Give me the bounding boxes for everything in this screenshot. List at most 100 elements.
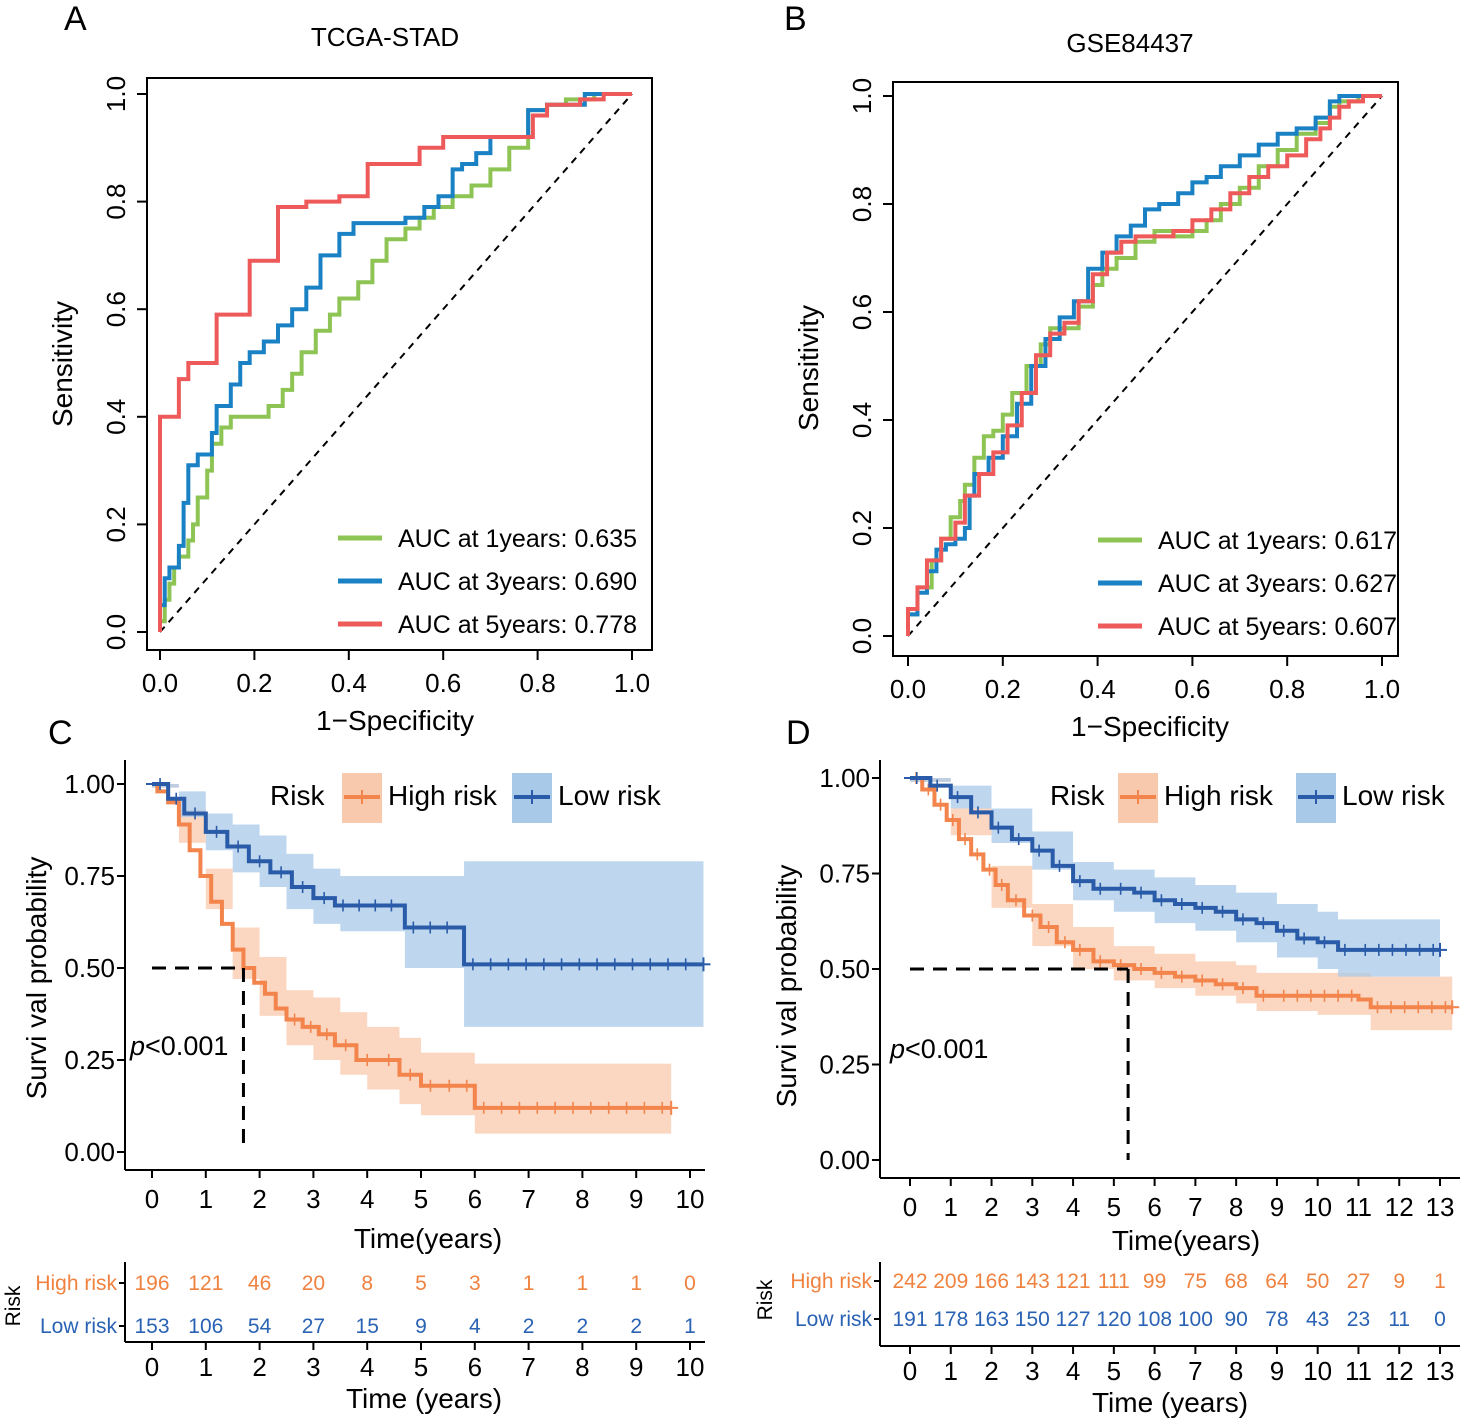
km-d-table-xtick-label: 6 [1147, 1356, 1161, 1386]
km-c-table-value: 46 [248, 1272, 271, 1295]
km-c-table-value: 20 [302, 1272, 325, 1295]
km-c-table-xtick-label: 2 [252, 1352, 266, 1382]
km-d-table-value: 0 [1434, 1308, 1446, 1331]
km-c-ytick-label: 1.00 [64, 769, 115, 799]
km-c-table-value: 27 [302, 1315, 325, 1338]
km-d-table-xtick-label: 7 [1188, 1356, 1202, 1386]
km-c-table-value: 1 [630, 1272, 642, 1295]
km-c-ytick-label: 0.25 [64, 1045, 115, 1075]
km-c-table-value: 1 [577, 1272, 589, 1295]
km-c-table-xtick-label: 9 [629, 1352, 643, 1382]
km-d-ytick-label: 0.00 [819, 1145, 870, 1175]
roc-b-legend-label: AUC at 3years: 0.627 [1158, 570, 1397, 598]
km-d-table-xtick-label: 12 [1385, 1356, 1414, 1386]
roc-a-xtick-label: 0.2 [236, 668, 272, 698]
roc-a-ytick-label: 0.8 [101, 184, 131, 220]
km-c-table-row-label: Low risk [40, 1315, 118, 1338]
km-d-table-value: 178 [933, 1308, 968, 1331]
km-c-table-xtick-label: 0 [145, 1352, 159, 1382]
km-d-censor-marks-2 [904, 772, 1447, 957]
km-d-table-value: 27 [1347, 1270, 1370, 1293]
roc-a-legend-label: AUC at 5years: 0.778 [398, 611, 637, 639]
km-d-table-xlabel: Time (years) [1092, 1387, 1248, 1418]
km-d-table-xtick-label: 4 [1066, 1356, 1080, 1386]
km-d-table-value: 150 [1015, 1308, 1050, 1331]
km-c-table-xtick-label: 7 [521, 1352, 535, 1382]
roc-b-ylabel: Sensitivity [793, 305, 824, 431]
roc-a-curve-2 [158, 92, 632, 632]
km-c-table-xtick-label: 5 [414, 1352, 428, 1382]
roc-b-frame [892, 81, 1399, 657]
km-c-table-value: 1 [523, 1272, 535, 1295]
roc-a-xtick-label: 0.0 [142, 668, 178, 698]
km-d-table-value: 68 [1224, 1270, 1247, 1293]
roc-a-curve-3 [158, 92, 632, 632]
km-d-ytick-label: 0.25 [819, 1050, 870, 1080]
km-d-curve-1 [910, 776, 1453, 1010]
km-d-xtick-label: 8 [1229, 1192, 1243, 1222]
km-c-xtick-label: 0 [145, 1184, 159, 1214]
km-d-xtick-label: 10 [1303, 1192, 1332, 1222]
km-d-table-value: 209 [933, 1270, 968, 1293]
km-d-ytick-label: 1.00 [819, 763, 870, 793]
km-c-ylabel: Survi val probability [21, 857, 52, 1100]
km-d-xtick-label: 9 [1270, 1192, 1284, 1222]
km-d-xlabel: Time(years) [1112, 1225, 1260, 1256]
km-c-table-value: 2 [523, 1315, 535, 1338]
km-c-table-xtick-label: 3 [306, 1352, 320, 1382]
roc-a-legend-label: AUC at 3years: 0.690 [398, 568, 637, 596]
roc-panel-b: GSE84437 0.0 0.2 0.4 0.6 0.8 1.0 0.0 0.2 0.4 0.6 0… [793, 28, 1400, 742]
km-c-table-value: 1 [684, 1315, 696, 1338]
km-d-table-value: 191 [892, 1308, 927, 1331]
roc-a-xtick-label: 1.0 [614, 668, 650, 698]
km-panel-d: 0.000.250.500.751.000 1 2 3 4 5 6 7 8 9 10 11 12 13p<… [754, 760, 1460, 1418]
km-d-table-xtick-label: 3 [1025, 1356, 1039, 1386]
km-c-xtick-label: 7 [521, 1184, 535, 1214]
km-c-legend: Risk High risk Low risk [270, 773, 662, 823]
km-d-table-xtick-label: 2 [984, 1356, 998, 1386]
km-panel-c: 0.000.250.500.751.000 1 2 3 4 5 6 7 8 9 10p<0.001R… [2, 760, 711, 1414]
km-d-xtick-label: 13 [1426, 1192, 1455, 1222]
km-d-table-xtick-label: 13 [1426, 1356, 1455, 1386]
roc-b-ytick-label: 0.4 [847, 402, 877, 438]
km-c-table-value: 121 [188, 1272, 223, 1295]
km-d-curve-2 [910, 776, 1440, 952]
roc-panel-a: TCGA-STAD 0.0 0.2 0.4 0.6 0.8 1.0 0.0 0.2 0.4 0.6… [47, 22, 653, 736]
km-d-table-row-label: Low risk [795, 1308, 873, 1331]
km-d-table-value: 121 [1056, 1270, 1091, 1293]
km-d-table-value: 127 [1056, 1308, 1091, 1331]
km-c-table-xtick-label: 4 [360, 1352, 374, 1382]
km-d-table-value: 43 [1306, 1308, 1329, 1331]
roc-b-ytick-label: 0.8 [847, 186, 877, 222]
roc-b-curve-3 [906, 94, 1382, 636]
roc-b-xlabel: 1−Specificity [1071, 711, 1229, 742]
km-d-pvalue: p<0.001 [889, 1034, 988, 1064]
km-d-xtick-label: 0 [903, 1192, 917, 1222]
km-c-xtick-label: 9 [629, 1184, 643, 1214]
km-d-table-xtick-label: 9 [1270, 1356, 1284, 1386]
km-c-legend-label: Low risk [558, 780, 662, 811]
km-c-band-2 [152, 784, 704, 1027]
roc-b-legend-label: AUC at 1years: 0.617 [1158, 527, 1397, 555]
km-d-table-value: 100 [1178, 1308, 1213, 1331]
km-d-legend: Risk High risk Low risk [1050, 773, 1446, 823]
km-c-table-value: 8 [361, 1272, 373, 1295]
km-d-table-value: 23 [1347, 1308, 1370, 1331]
km-d-table-value: 75 [1184, 1270, 1207, 1293]
km-d-table-xtick-label: 11 [1345, 1356, 1372, 1386]
km-c-table-value: 4 [469, 1315, 481, 1338]
panel-label-b: B [784, 0, 807, 38]
roc-b-xtick-label: 0.8 [1269, 674, 1305, 704]
km-d-xtick-label: 4 [1066, 1192, 1080, 1222]
km-d-table-value: 90 [1224, 1308, 1247, 1331]
km-d-xtick-label: 3 [1025, 1192, 1039, 1222]
roc-a-xtick-label: 0.8 [520, 668, 556, 698]
km-c-table-value: 2 [577, 1315, 589, 1338]
km-c-table-title: Risk [2, 1285, 25, 1326]
km-d-table-value: 163 [974, 1308, 1009, 1331]
roc-b-ytick-label: 0.2 [847, 510, 877, 546]
km-c-table-value: 0 [684, 1272, 696, 1295]
km-d-table-value: 143 [1015, 1270, 1050, 1293]
km-c-table-xtick-label: 6 [468, 1352, 482, 1382]
